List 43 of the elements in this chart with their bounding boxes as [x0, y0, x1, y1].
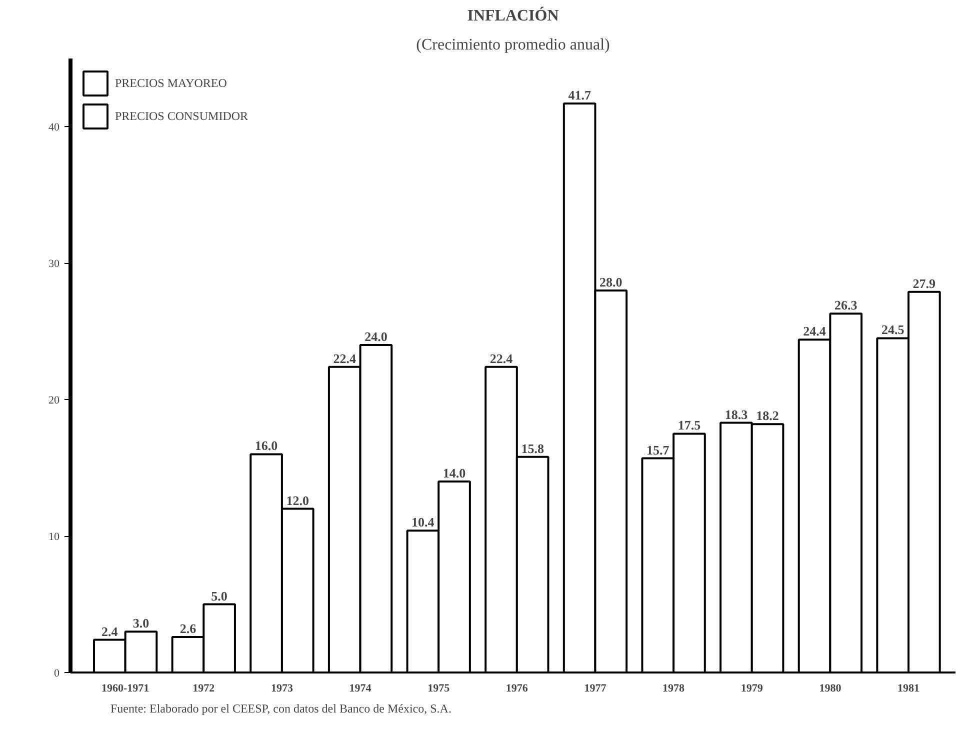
x-tick-label: 1974	[349, 682, 372, 694]
x-tick-label: 1975	[428, 682, 450, 694]
x-tick-label: 1981	[898, 682, 920, 694]
data-label: 24.5	[881, 322, 905, 338]
x-tick-label: 1978	[662, 682, 686, 694]
y-tick-label: 40	[48, 122, 60, 134]
y-tick-label: 0	[54, 668, 60, 680]
chart-title: INFLACIÓN	[467, 6, 560, 24]
data-label: 24.4	[803, 324, 826, 339]
data-label: 28.0	[600, 274, 622, 290]
data-label: 10.4	[412, 514, 435, 530]
data-label: 22.4	[490, 350, 514, 366]
data-label: 3.0	[132, 616, 150, 631]
data-label: 2.4	[102, 624, 118, 639]
data-label: 17.5	[678, 418, 702, 433]
legend-label: PRECIOS MAYOREO	[115, 76, 227, 90]
data-label: 41.7	[568, 88, 592, 103]
x-tick-label: 1973	[270, 682, 294, 694]
x-tick-label: 1972	[192, 682, 216, 694]
y-tick-label: 30	[48, 258, 60, 270]
x-tick-label: 1976	[506, 682, 528, 694]
x-tick-label: 1979	[740, 682, 764, 694]
data-label: 22.4	[333, 350, 356, 366]
data-label: 24.0	[364, 329, 388, 344]
x-tick-label: 1960-1971	[101, 682, 150, 694]
data-label: 2.6	[180, 621, 197, 636]
legend-label: PRECIOS CONSUMIDOR	[115, 108, 248, 124]
data-label: 15.7	[646, 442, 670, 458]
x-tick-label: 1980	[819, 682, 842, 694]
data-label: 5.0	[211, 588, 228, 604]
data-label: 26.3	[834, 298, 858, 313]
y-tick-label: 10	[48, 531, 60, 544]
x-tick-label: 1977	[584, 682, 607, 694]
data-label: 27.9	[912, 276, 936, 291]
data-label: 15.8	[521, 440, 544, 456]
data-label: 12.0	[286, 492, 309, 508]
chart-subtitle: (Crecimiento promedio anual)	[416, 36, 610, 54]
data-label: 18.2	[756, 408, 779, 424]
y-tick-label: 20	[48, 394, 60, 407]
data-label: 16.0	[254, 438, 278, 454]
data-label: 18.3	[724, 406, 748, 422]
source-note: Fuente: Elaborado por el CEESP, con datos del Banco de México, S.A.	[110, 702, 452, 716]
data-label: 14.0	[442, 465, 466, 480]
